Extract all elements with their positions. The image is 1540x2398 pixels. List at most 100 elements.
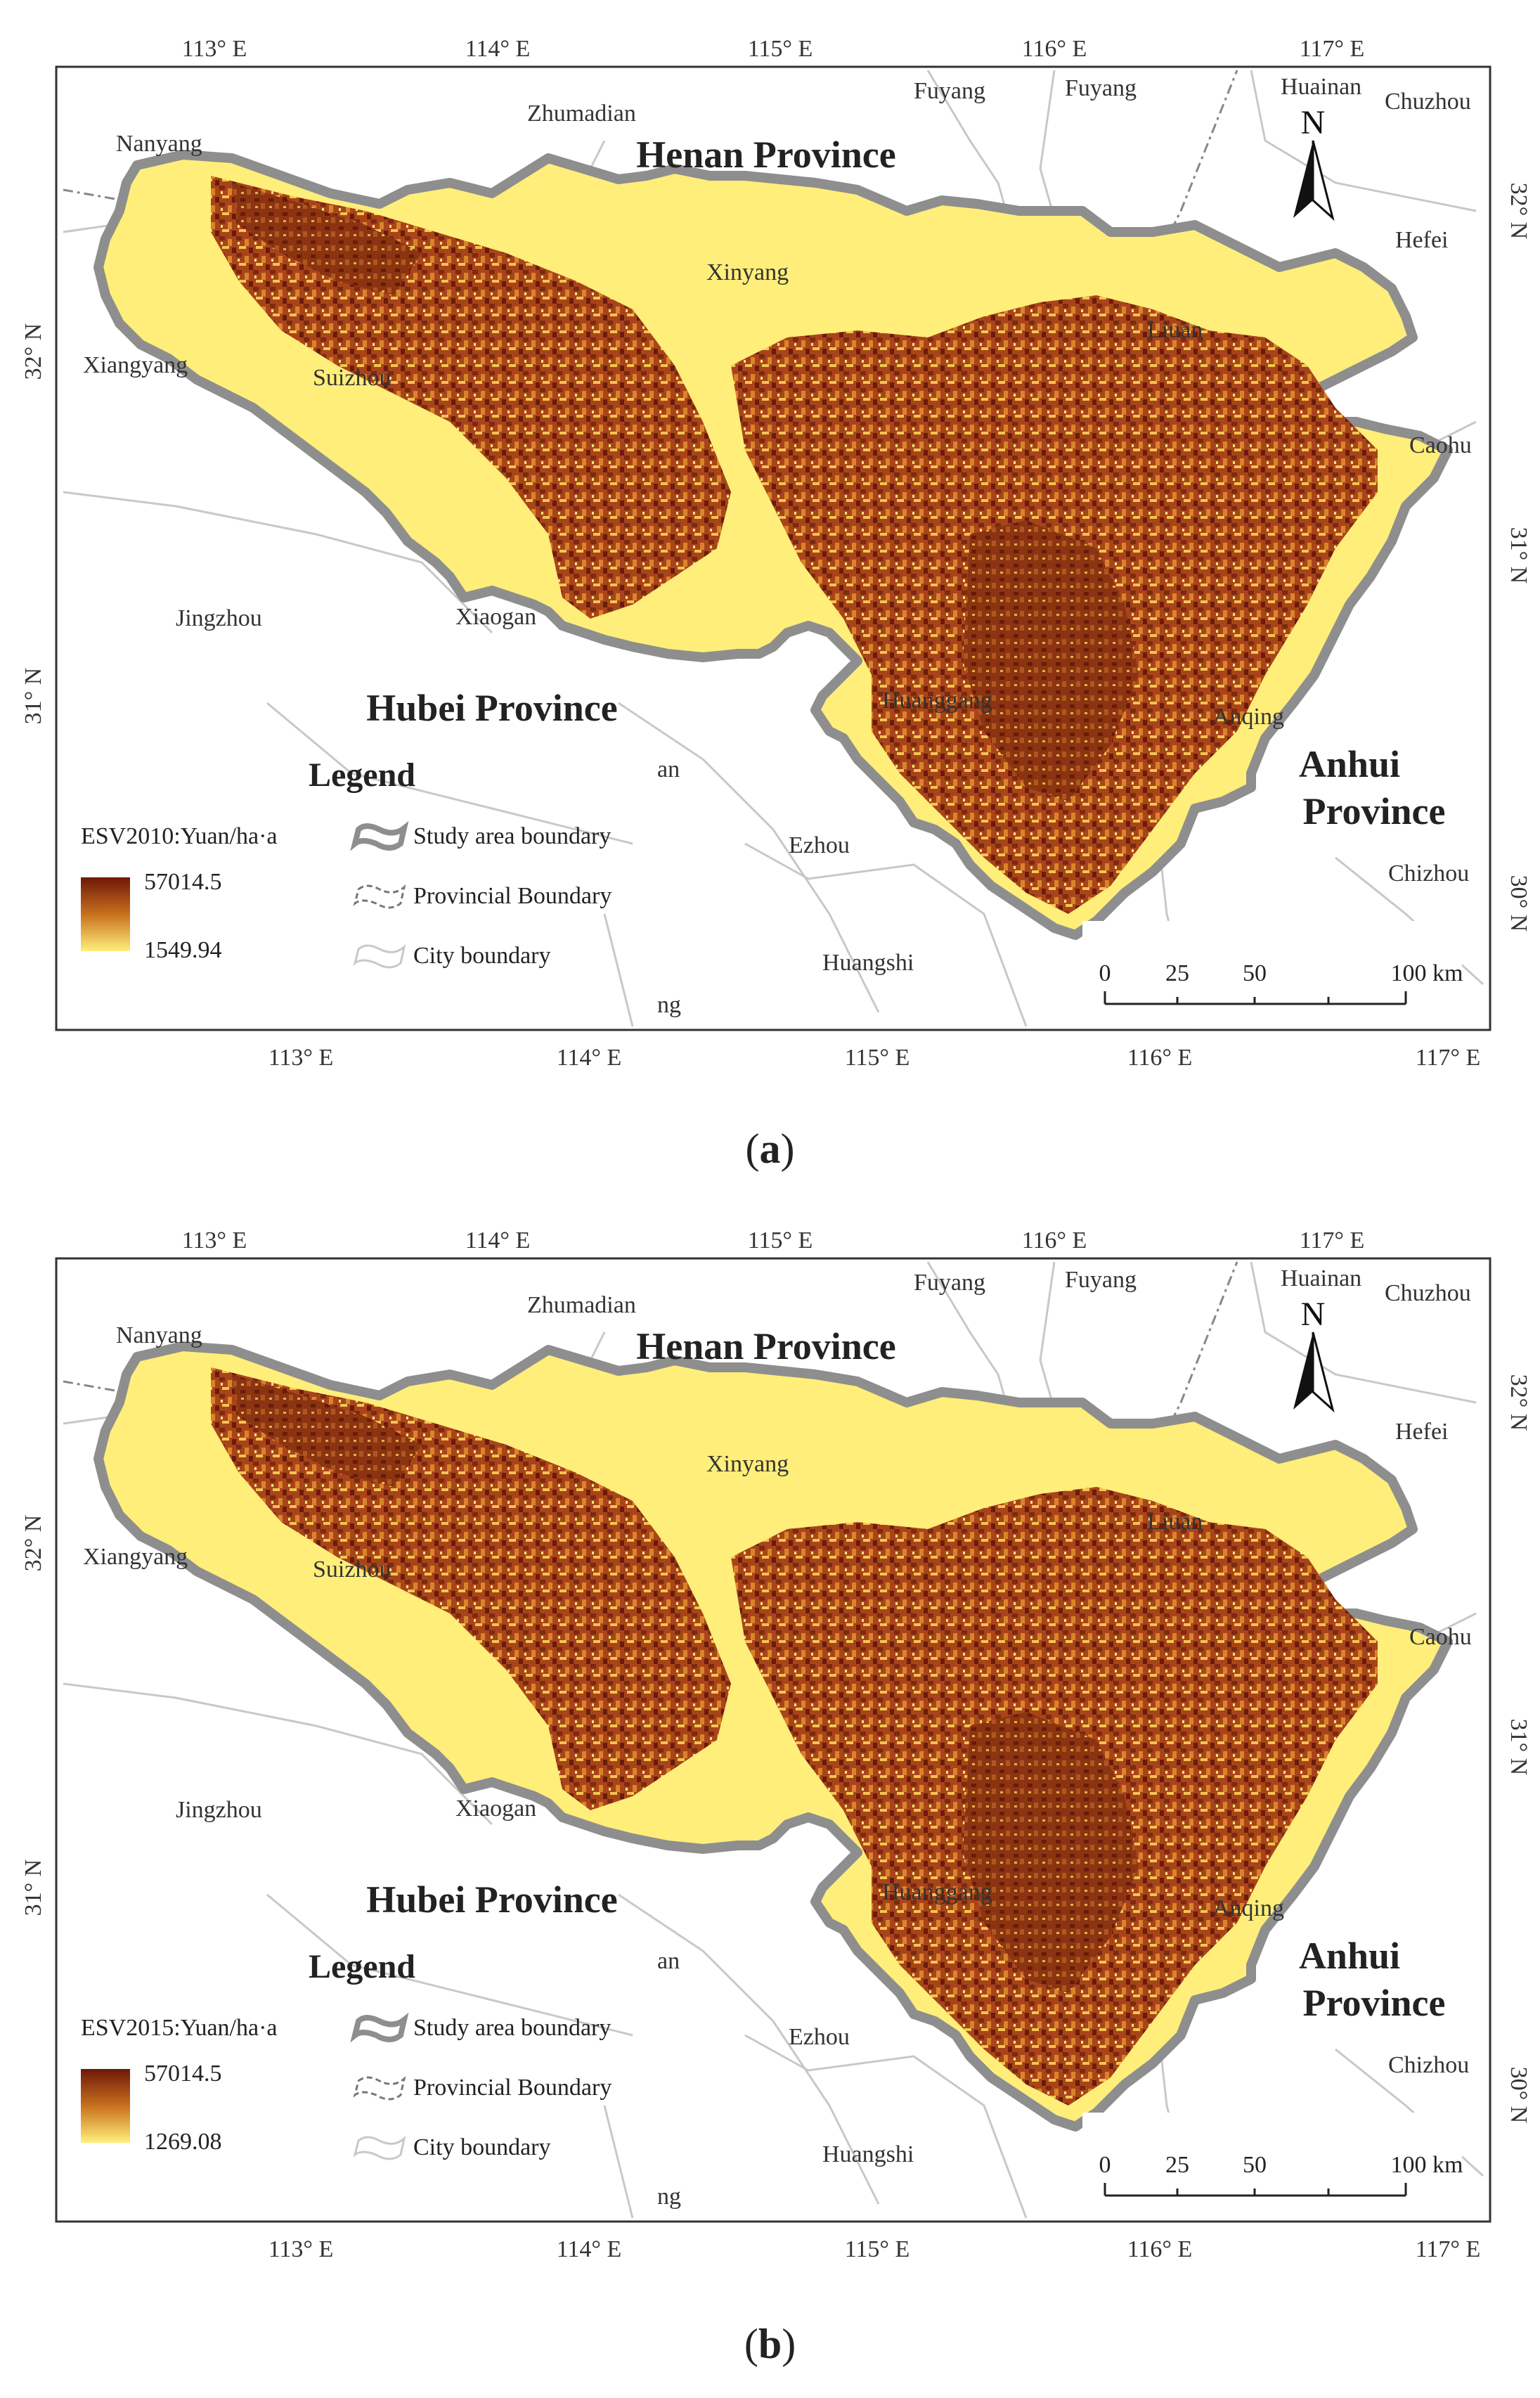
legend-min-value: 1549.94 (144, 937, 222, 963)
province-label-anhui-line1: Anhui (1299, 1935, 1400, 1977)
city-label-zhumadian: Zhumadian (527, 101, 636, 127)
lon-bottom-117: 117° E (1416, 2236, 1481, 2262)
lat-right-30: 30° N (1506, 875, 1532, 932)
city-label-fuyang-2: Fuyang (1065, 75, 1137, 101)
city-label-jingzhou: Jingzhou (176, 605, 262, 631)
legend-esv-label: ESV2015:Yuan/ha·a (81, 2015, 278, 2041)
city-label-xiaogan: Xiaogan (455, 1796, 536, 1822)
scale-tick-25: 25 (1165, 960, 1189, 986)
map-panel-a: Henan Province Hubei Province Anhui Prov… (0, 0, 1540, 1195)
lat-right-32: 32° N (1506, 1374, 1532, 1431)
scale-tick-50: 50 (1243, 960, 1267, 986)
legend-title: Legend (309, 756, 415, 794)
esv-high-zone-west (211, 1367, 731, 1810)
scale-tick-100: 100 km (1391, 2152, 1463, 2178)
city-boundary-symbol (353, 2135, 406, 2160)
legend-item-provincial: Provincial Boundary (413, 2075, 612, 2101)
lon-top-113: 113° E (182, 1227, 247, 1253)
map-figure: Henan Province Hubei Province Anhui Prov… (20, 36, 1532, 1071)
city-label-xiangyang: Xiangyang (83, 1544, 188, 1570)
city-label-hefei: Hefei (1395, 1419, 1449, 1445)
esv-darkest-north (232, 183, 422, 295)
city-label-huanggang: Huanggang (882, 1879, 992, 1905)
lat-left-31: 31° N (20, 1859, 46, 1916)
city-label-xinyang: Xinyang (706, 1451, 789, 1477)
svg-text:N: N (1301, 104, 1326, 141)
legend-min-value: 1269.08 (144, 2129, 222, 2155)
city-label-xiaogan: Xiaogan (455, 604, 536, 630)
map-panel-b: Henan Province Hubei Province Anhui Prov… (0, 1192, 1540, 2387)
legend-color-ramp (81, 877, 130, 951)
province-label-anhui-line2: Province (1303, 790, 1446, 832)
city-label-luan: Liuan (1147, 1509, 1203, 1535)
city-label-wuhan-fragment: an (657, 756, 680, 782)
legend-item-city: City boundary (413, 2134, 550, 2160)
city-label-jingzhou: Jingzhou (176, 1797, 262, 1823)
legend-item-provincial: Provincial Boundary (413, 883, 612, 909)
legend-item-study-area: Study area boundary (413, 2015, 611, 2041)
city-label-huangshi: Huangshi (822, 2141, 914, 2167)
lon-bottom-116: 116° E (1127, 2236, 1193, 2262)
svg-text:N: N (1301, 1296, 1326, 1333)
lon-top-116: 116° E (1022, 1227, 1087, 1253)
legend-color-ramp (81, 2069, 130, 2143)
city-label-xiangyang: Xiangyang (83, 352, 188, 378)
caption-b: (b) (744, 2321, 796, 2367)
lon-bottom-115: 115° E (845, 2236, 910, 2262)
city-label-suizhou: Suizhou (313, 365, 391, 391)
lon-top-117: 117° E (1300, 1227, 1365, 1253)
north-arrow-icon: N (1293, 1296, 1335, 1413)
esv-high-zone-west (211, 176, 731, 619)
province-label-henan: Henan Province (636, 1325, 895, 1367)
lat-left-32: 32° N (20, 1515, 46, 1572)
city-label-huainan: Huainan (1281, 74, 1361, 100)
lon-top-114: 114° E (465, 1227, 531, 1253)
map-figure: Henan Province Hubei Province Anhui Prov… (20, 1227, 1532, 2262)
lon-top-115: 115° E (748, 36, 813, 62)
city-label-nanyang: Nanyang (116, 1322, 202, 1348)
lon-top-117: 117° E (1300, 36, 1365, 62)
city-label-fuyang-1: Fuyang (914, 1270, 985, 1296)
provincial-boundary-symbol (353, 884, 406, 909)
study-area (93, 150, 1453, 940)
lat-right-30: 30° N (1506, 2067, 1532, 2124)
province-label-henan: Henan Province (636, 134, 895, 176)
legend-item-city: City boundary (413, 943, 550, 969)
city-label-huangshi: Huangshi (822, 950, 914, 976)
city-label-ezhou: Ezhou (789, 2024, 850, 2050)
legend-esv-label: ESV2010:Yuan/ha·a (81, 823, 278, 849)
province-label-anhui-line1: Anhui (1299, 743, 1400, 785)
city-label-caohu: Caohu (1409, 432, 1472, 458)
city-label-caohu: Caohu (1409, 1624, 1472, 1650)
city-label-fuyang-2: Fuyang (1065, 1267, 1137, 1293)
legend-max-value: 57014.5 (144, 869, 222, 895)
province-label-hubei: Hubei Province (366, 687, 618, 729)
city-label-anqing: Anqing (1212, 704, 1284, 730)
city-label-chuzhou: Chuzhou (1385, 1280, 1471, 1306)
study-area-boundary-symbol (350, 2012, 409, 2043)
city-label-zhumadian: Zhumadian (527, 1292, 636, 1318)
scale-bar: 0 25 50 100 km (1082, 921, 1463, 1026)
city-label-huainan: Huainan (1281, 1265, 1361, 1291)
north-arrow-icon: N (1293, 104, 1335, 221)
lon-bottom-113: 113° E (268, 1045, 334, 1071)
city-label-luan: Liuan (1147, 317, 1203, 343)
legend: Legend ESV2015:Yuan/ha·a 57014.5 1269.08… (81, 1948, 612, 2160)
esv-darkest-north (232, 1374, 422, 1487)
city-label-anqing: Anqing (1212, 1895, 1284, 1921)
lon-bottom-115: 115° E (845, 1045, 910, 1071)
city-label-suizhou: Suizhou (313, 1556, 391, 1582)
province-label-hubei: Hubei Province (366, 1878, 618, 1921)
city-label-huanggang: Huanggang (882, 688, 992, 714)
lon-top-113: 113° E (182, 36, 247, 62)
scale-tick-0: 0 (1099, 960, 1111, 986)
lat-left-32: 32° N (20, 323, 46, 380)
lon-bottom-114: 114° E (557, 2236, 622, 2262)
scale-bar: 0 25 50 100 km (1082, 2113, 1463, 2218)
city-label-chizhou: Chizhou (1388, 860, 1469, 887)
lon-bottom-114: 114° E (557, 1045, 622, 1071)
legend-title: Legend (309, 1948, 415, 1985)
scale-tick-25: 25 (1165, 2152, 1189, 2178)
legend: Legend ESV2010:Yuan/ha·a 57014.5 1549.94… (81, 756, 612, 969)
provincial-boundary-symbol (353, 2075, 406, 2101)
